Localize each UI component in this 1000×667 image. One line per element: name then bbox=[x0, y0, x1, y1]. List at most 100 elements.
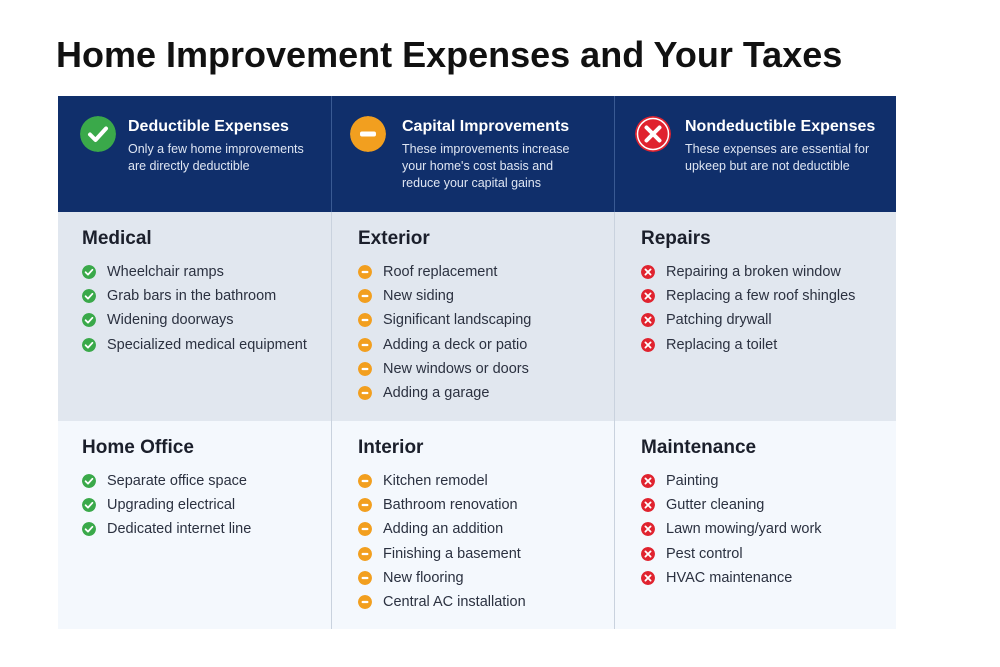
list-item-label: Wheelchair ramps bbox=[107, 264, 224, 281]
list-item-label: New siding bbox=[383, 288, 454, 305]
list-item-label: Adding a garage bbox=[383, 385, 490, 402]
list-item: New siding bbox=[358, 284, 614, 308]
minus-icon bbox=[358, 546, 372, 561]
x-icon bbox=[641, 313, 655, 328]
header-title: Deductible Expenses bbox=[128, 118, 289, 135]
list-item-label: Lawn mowing/yard work bbox=[666, 521, 822, 538]
list-item: New windows or doors bbox=[358, 357, 614, 381]
header-desc-line: are directly deductible bbox=[128, 159, 250, 173]
list-item-label: HVAC maintenance bbox=[666, 569, 793, 586]
list-item: Central AC installation bbox=[358, 590, 614, 614]
section-title: Interior bbox=[358, 437, 424, 458]
x-icon bbox=[641, 546, 655, 561]
section-title: Exterior bbox=[358, 228, 430, 249]
list-item: Replacing a few roof shingles bbox=[641, 284, 896, 308]
table-row: Medical Wheelchair ramps Grab bars in the … bbox=[58, 212, 896, 421]
list-item: Adding an addition bbox=[358, 517, 614, 541]
header-deductible: Deductible Expenses Only a few home impr… bbox=[58, 96, 332, 212]
list-item-label: Gutter cleaning bbox=[666, 497, 765, 514]
check-icon bbox=[82, 313, 96, 328]
list-item-label: Repairing a broken window bbox=[666, 264, 841, 281]
list-item: Finishing a basement bbox=[358, 542, 614, 566]
header-description: These improvements increase your home's … bbox=[402, 141, 604, 192]
list-item: Wheelchair ramps bbox=[82, 260, 331, 284]
list-item: Specialized medical equipment bbox=[82, 333, 331, 357]
expenses-table: Deductible Expenses Only a few home impr… bbox=[58, 96, 896, 629]
header-description: Only a few home improvements are directl… bbox=[128, 141, 321, 175]
header-nondeductible: Nondeductible Expenses These expenses ar… bbox=[615, 96, 896, 212]
list-item-label: Roof replacement bbox=[383, 264, 498, 281]
check-icon bbox=[82, 522, 96, 537]
minus-icon bbox=[358, 474, 372, 489]
list-item-label: Upgrading electrical bbox=[107, 497, 236, 514]
list-item: Replacing a toilet bbox=[641, 333, 896, 357]
list-item: HVAC maintenance bbox=[641, 566, 896, 590]
section-nondeductible: Repairs Repairing a broken window Replacin… bbox=[615, 212, 896, 421]
list-item-label: Finishing a basement bbox=[383, 545, 521, 562]
section-deductible: Home Office Separate office space Upgradin… bbox=[58, 421, 332, 629]
list-item-label: Painting bbox=[666, 473, 719, 490]
header-title: Nondeductible Expenses bbox=[685, 118, 876, 135]
header-desc-line: Only a few home improvements bbox=[128, 142, 304, 156]
x-icon bbox=[641, 289, 655, 304]
check-icon bbox=[82, 474, 96, 489]
minus-icon bbox=[358, 361, 372, 376]
list-item: Repairing a broken window bbox=[641, 260, 896, 284]
list-item-label: Dedicated internet line bbox=[107, 521, 252, 538]
list-item: Patching drywall bbox=[641, 308, 896, 332]
minus-icon bbox=[358, 265, 372, 280]
section-title: Medical bbox=[82, 228, 152, 249]
list-item: Roof replacement bbox=[358, 260, 614, 284]
list-item: New flooring bbox=[358, 566, 614, 590]
list-item: Gutter cleaning bbox=[641, 493, 896, 517]
list-item: Adding a garage bbox=[358, 381, 614, 405]
list-item: Adding a deck or patio bbox=[358, 333, 614, 357]
header-title: Capital Improvements bbox=[402, 118, 570, 135]
check-icon bbox=[82, 265, 96, 280]
page-title: Home Improvement Expenses and Your Taxes bbox=[56, 34, 843, 75]
minus-icon bbox=[358, 522, 372, 537]
list-item: Upgrading electrical bbox=[82, 493, 331, 517]
x-icon bbox=[635, 116, 671, 152]
minus-icon bbox=[358, 337, 372, 352]
list-item-label: New flooring bbox=[383, 569, 464, 586]
minus-icon bbox=[350, 116, 386, 152]
section-title: Maintenance bbox=[641, 437, 757, 458]
list-item-label: Widening doorways bbox=[107, 312, 234, 329]
section-nondeductible: Maintenance Painting Gutter cleaning Lawn m… bbox=[615, 421, 896, 629]
list-item: Pest control bbox=[641, 542, 896, 566]
x-icon bbox=[641, 337, 655, 352]
list-item: Grab bars in the bathroom bbox=[82, 284, 331, 308]
list-item-label: Bathroom renovation bbox=[383, 497, 518, 514]
check-icon bbox=[82, 337, 96, 352]
list-item-label: Central AC installation bbox=[383, 594, 526, 611]
check-icon bbox=[80, 116, 116, 152]
minus-icon bbox=[358, 313, 372, 328]
list-item-label: New windows or doors bbox=[383, 360, 529, 377]
list-item-label: Pest control bbox=[666, 545, 743, 562]
section-capital: Exterior Roof replacement New siding Signif… bbox=[332, 212, 615, 421]
list-item-label: Separate office space bbox=[107, 473, 247, 490]
x-icon bbox=[641, 474, 655, 489]
list-item: Painting bbox=[641, 469, 896, 493]
minus-icon bbox=[358, 595, 372, 610]
list-item-label: Significant landscaping bbox=[383, 312, 532, 329]
list-item: Kitchen remodel bbox=[358, 469, 614, 493]
list-item: Lawn mowing/yard work bbox=[641, 517, 896, 541]
header-desc-line: These expenses are essential for bbox=[685, 142, 870, 156]
minus-icon bbox=[358, 570, 372, 585]
check-icon bbox=[82, 289, 96, 304]
minus-icon bbox=[358, 498, 372, 513]
check-icon bbox=[82, 498, 96, 513]
list-item-label: Replacing a few roof shingles bbox=[666, 288, 856, 305]
list-item: Dedicated internet line bbox=[82, 517, 331, 541]
list-item-label: Replacing a toilet bbox=[666, 336, 778, 353]
minus-icon bbox=[358, 289, 372, 304]
section-title: Repairs bbox=[641, 228, 711, 249]
minus-icon bbox=[358, 386, 372, 401]
list-item-label: Adding an addition bbox=[383, 521, 504, 538]
list-item-label: Specialized medical equipment bbox=[107, 336, 307, 353]
x-icon bbox=[641, 265, 655, 280]
header-description: These expenses are essential for upkeep … bbox=[685, 141, 886, 175]
header-capital: Capital Improvements These improvements … bbox=[332, 96, 615, 212]
